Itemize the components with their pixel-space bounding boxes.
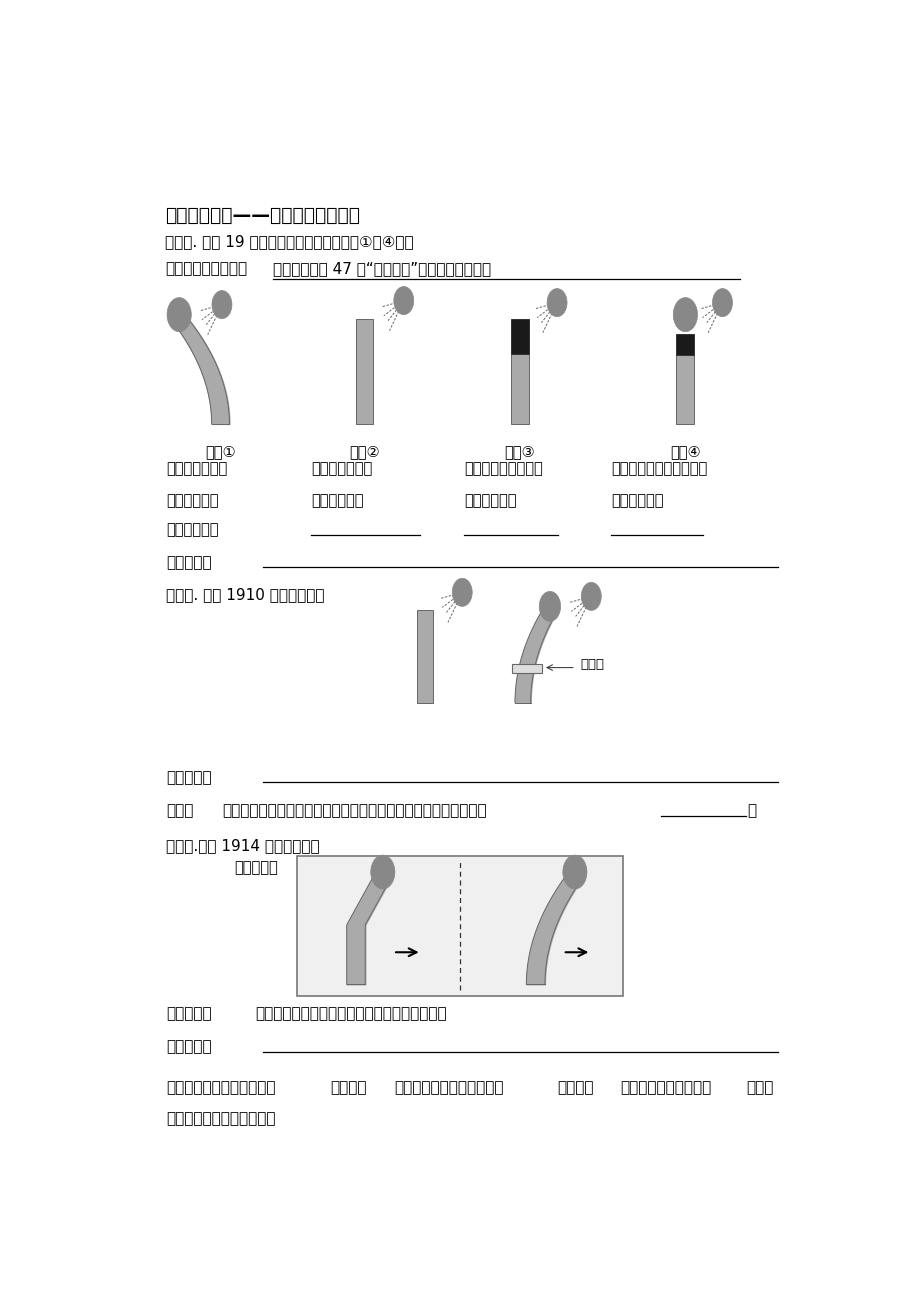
Text: 现象：胚芽鞘: 现象：胚芽鞘 (166, 493, 219, 508)
Text: 尖端产生的刺激可能是一种: 尖端产生的刺激可能是一种 (394, 1081, 504, 1095)
Circle shape (452, 578, 471, 607)
Text: 注意思考：: 注意思考： (166, 1006, 211, 1021)
Bar (675, 355, 694, 424)
Text: 实验④: 实验④ (669, 444, 700, 460)
Text: 化学物质: 化学物质 (557, 1081, 593, 1095)
Text: 条件：锡箔罩上尖端: 条件：锡箔罩上尖端 (464, 461, 542, 477)
Text: 。: 。 (746, 803, 755, 818)
Circle shape (673, 298, 697, 332)
Bar (511, 354, 528, 424)
Text: 实验③: 实验③ (505, 444, 535, 460)
Text: 现象：胚芽鞘: 现象：胚芽鞘 (311, 493, 363, 508)
Bar (675, 335, 694, 355)
Text: 现象：胚芽鞘: 现象：胚芽鞘 (464, 493, 516, 508)
Text: （黑暗中）: （黑暗中） (234, 861, 278, 875)
Text: 实验结论：: 实验结论： (166, 769, 211, 785)
Text: 初步证明: 初步证明 (330, 1081, 367, 1095)
Text: 造成了胚芽鞘的弯曲生长。: 造成了胚芽鞘的弯曲生长。 (166, 1111, 276, 1126)
Circle shape (167, 298, 191, 332)
Text: 实验结论：: 实验结论： (166, 1039, 211, 1055)
Bar (511, 319, 528, 354)
Text: 活动二. 分析 1910 年詹森的实验: 活动二. 分析 1910 年詹森的实验 (166, 587, 324, 603)
Text: 根据活动一到活动三内容，: 根据活动一到活动三内容， (166, 1081, 276, 1095)
Circle shape (547, 289, 566, 316)
Text: 活动三.分析 1914 年拜尔的实验: 活动三.分析 1914 年拜尔的实验 (166, 838, 320, 853)
Text: 琼脂片: 琼脂片 (580, 658, 604, 671)
Text: 现象：胚芽鞘: 现象：胚芽鞘 (610, 493, 663, 508)
Bar (356, 319, 373, 424)
Text: 不均匀: 不均匀 (746, 1081, 773, 1095)
Circle shape (211, 290, 232, 319)
Bar (417, 611, 433, 703)
Text: 胚芽鞘（课本 47 页“相关信息”）；锡箔（递光）: 胚芽鞘（课本 47 页“相关信息”）；锡箔（递光） (273, 262, 491, 276)
Circle shape (370, 855, 394, 889)
Circle shape (581, 582, 601, 611)
Text: 二、深入学习——生长素的发现过程: 二、深入学习——生长素的发现过程 (165, 207, 359, 225)
Text: ，这种化学物质的分布: ，这种化学物质的分布 (619, 1081, 710, 1095)
Text: 尖端放置的位置及后来弯曲的方向有什么关系。: 尖端放置的位置及后来弯曲的方向有什么关系。 (255, 1006, 447, 1021)
Circle shape (539, 591, 560, 621)
Text: 实验②: 实验② (349, 444, 380, 460)
Text: 活动一. 分析 19 世纪末，达尔文实验（实验①～④）：: 活动一. 分析 19 世纪末，达尔文实验（实验①～④）： (165, 234, 413, 250)
Circle shape (711, 289, 732, 316)
Bar (511, 664, 541, 673)
Text: 条件：单侧光下: 条件：单侧光下 (166, 461, 227, 477)
Text: 思考：: 思考： (166, 803, 194, 818)
Bar (297, 855, 622, 996)
Circle shape (562, 855, 586, 889)
Text: 如果把透水的琼脂片换成不透水的云母片呢？胚芽鞘生长情况应是: 如果把透水的琼脂片换成不透水的云母片呢？胚芽鞘生长情况应是 (221, 803, 486, 818)
Text: 条件：锡箔罩上尖端下段: 条件：锡箔罩上尖端下段 (610, 461, 707, 477)
Text: 实验结论：: 实验结论： (166, 555, 211, 570)
Text: 向光弯曲生长: 向光弯曲生长 (166, 522, 219, 538)
Text: 条件：去掉顶尖: 条件：去掉顶尖 (311, 461, 372, 477)
Text: 实验①: 实验① (205, 444, 235, 460)
Circle shape (393, 286, 414, 315)
Text: 实验材料：单侧光；: 实验材料：单侧光； (165, 262, 247, 276)
